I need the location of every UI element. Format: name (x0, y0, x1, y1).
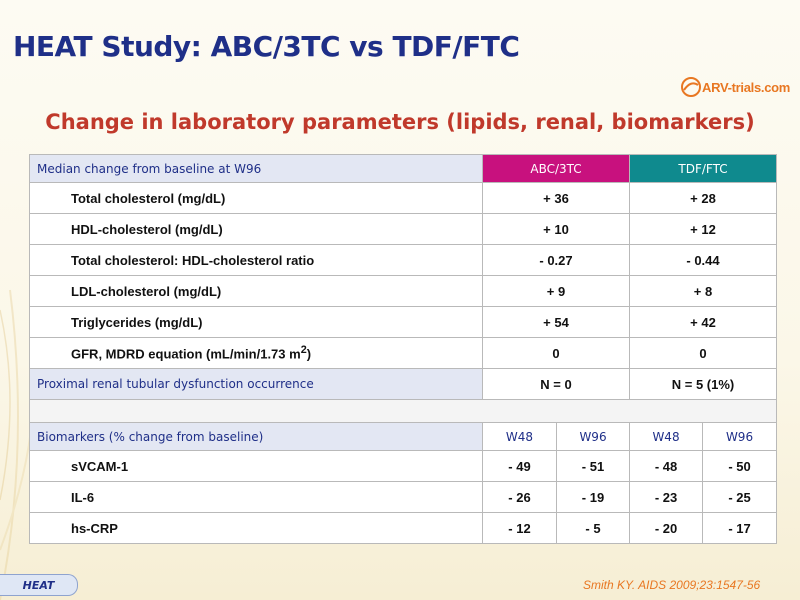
biomarkers-label: Biomarkers (% change from baseline) (29, 422, 483, 451)
biomarker-value: - 26 (482, 481, 557, 513)
biomarker-row: IL-6 - 26 - 19 - 23 - 25 (29, 481, 778, 513)
abc-value: 0 (481, 337, 631, 369)
logo-text: ARV-trials.com (702, 79, 791, 95)
tdf-value: + 12 (629, 213, 778, 245)
spacer-row (28, 399, 778, 423)
tdf-value: + 28 (629, 182, 778, 214)
row-label: HDL-cholesterol (mg/dL) (29, 213, 483, 245)
biomarker-row: hs-CRP - 12 - 5 - 20 - 17 (29, 512, 778, 544)
row-label: LDL-cholesterol (mg/dL) (29, 275, 483, 307)
table-row: Total cholesterol: HDL-cholesterol ratio… (29, 244, 778, 276)
header-label: Median change from baseline at W96 (29, 154, 483, 183)
heat-tag: HEAT (0, 574, 78, 596)
table-row: HDL-cholesterol (mg/dL) + 10 + 12 (29, 213, 778, 245)
abc-value: + 10 (481, 213, 631, 245)
reference-citation: Smith KY. AIDS 2009;23:1547-56 (583, 578, 761, 592)
abc-value: + 9 (481, 275, 631, 307)
slide-subtitle: Change in laboratory parameters (lipids,… (45, 110, 755, 134)
abc-value: - 0.27 (481, 244, 631, 276)
week-header: W48 (629, 422, 704, 451)
biomarker-value: - 48 (629, 450, 704, 482)
week-header: W48 (482, 422, 557, 451)
header-tdf-ftc: TDF/FTC (629, 154, 778, 183)
biomarker-label: hs-CRP (29, 512, 483, 544)
header-abc-3tc: ABC/3TC (481, 154, 631, 183)
biomarkers-header-row: Biomarkers (% change from baseline) W48 … (29, 422, 778, 451)
biomarker-label: IL-6 (29, 481, 483, 513)
biomarker-label: sVCAM-1 (29, 450, 483, 482)
row-label: GFR, MDRD equation (mL/min/1.73 m2) (29, 337, 483, 369)
renal-row: Proximal renal tubular dysfunction occur… (29, 368, 778, 400)
table-header-row: Median change from baseline at W96 ABC/3… (29, 154, 778, 183)
biomarker-value: - 5 (555, 512, 631, 544)
slide-title: HEAT Study: ABC/3TC vs TDF/FTC (13, 30, 520, 63)
biomarker-value: - 20 (629, 512, 704, 544)
biomarker-value: - 17 (702, 512, 778, 544)
abc-value: N = 0 (481, 368, 631, 400)
table-row: LDL-cholesterol (mg/dL) + 9 + 8 (29, 275, 778, 307)
biomarker-value: - 25 (702, 481, 778, 513)
biomarker-value: - 23 (629, 481, 704, 513)
lab-parameters-table: Median change from baseline at W96 ABC/3… (28, 154, 778, 544)
biomarker-row: sVCAM-1 - 49 - 51 - 48 - 50 (29, 450, 778, 482)
table-row: GFR, MDRD equation (mL/min/1.73 m2) 0 0 (29, 337, 778, 369)
week-header: W96 (702, 422, 778, 451)
biomarker-value: - 12 (482, 512, 557, 544)
tdf-value: N = 5 (1%) (629, 368, 778, 400)
renal-label: Proximal renal tubular dysfunction occur… (29, 368, 483, 400)
tdf-value: + 42 (629, 306, 778, 338)
table-row: Total cholesterol (mg/dL) + 36 + 28 (29, 182, 778, 214)
biomarker-value: - 51 (555, 450, 631, 482)
arv-trials-logo: ARV-trials.com (680, 76, 790, 98)
biomarker-value: - 49 (482, 450, 557, 482)
logo-icon (681, 77, 701, 97)
biomarker-value: - 19 (555, 481, 631, 513)
tdf-value: - 0.44 (629, 244, 778, 276)
table-row: Triglycerides (mg/dL) + 54 + 42 (29, 306, 778, 338)
row-label: Total cholesterol: HDL-cholesterol ratio (29, 244, 483, 276)
abc-value: + 54 (481, 306, 631, 338)
abc-value: + 36 (481, 182, 631, 214)
tdf-value: + 8 (629, 275, 778, 307)
superscript: 2 (300, 344, 307, 357)
spacer-cell (28, 399, 778, 423)
week-header: W96 (555, 422, 631, 451)
tdf-value: 0 (629, 337, 778, 369)
biomarker-value: - 50 (702, 450, 778, 482)
row-label: Triglycerides (mg/dL) (29, 306, 483, 338)
row-label: Total cholesterol (mg/dL) (29, 182, 483, 214)
